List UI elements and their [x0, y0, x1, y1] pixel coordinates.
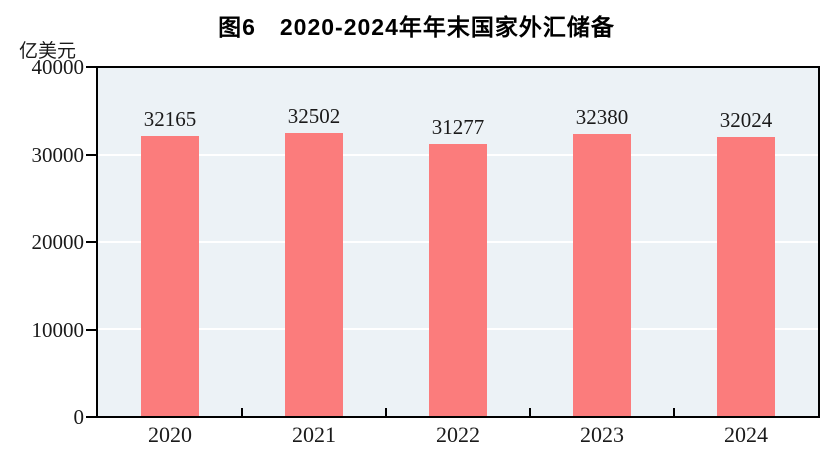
y-axis-label-10000: 10000 [31, 317, 85, 342]
y-axis-tick-40000 [86, 66, 96, 68]
y-axis-tick-20000 [86, 241, 96, 243]
bar-2022 [429, 143, 487, 416]
x-axis-label-2022: 2022 [436, 422, 480, 447]
y-axis-label-40000: 40000 [31, 55, 85, 79]
plot-area: 32165 32502 31277 32380 32024 [96, 66, 820, 418]
y-axis-tick-0 [86, 416, 96, 418]
x-axis-tick [385, 408, 387, 416]
bar-2024 [717, 137, 775, 416]
y-axis-label-0: 0 [73, 405, 85, 429]
x-axis-label-2021: 2021 [292, 422, 336, 447]
x-axis-label-2024: 2024 [724, 422, 768, 447]
y-axis-label-20000: 20000 [31, 230, 85, 254]
x-axis-tick [673, 408, 675, 416]
y-axis-unit-label: 亿美元 [19, 41, 77, 62]
y-axis-tick-30000 [86, 153, 96, 156]
y-axis-tick-10000 [86, 328, 96, 331]
x-axis-tick [241, 408, 243, 416]
bar-value-label-2023: 32380 [575, 105, 629, 130]
bar-2020 [141, 136, 199, 416]
x-axis-label-2020: 2020 [148, 422, 192, 447]
bar-value-label-2020: 32165 [143, 107, 197, 132]
bar-2021 [285, 133, 343, 416]
chart-title: 图6 2020-2024年年末国家外汇储备 [218, 14, 615, 40]
x-axis-label-2023: 2023 [580, 422, 624, 447]
y-axis-label-30000: 30000 [31, 142, 85, 167]
bar-value-label-2022: 31277 [431, 114, 485, 139]
bar-value-label-2021: 32502 [287, 104, 341, 129]
bar-value-label-2024: 32024 [719, 108, 773, 133]
x-axis-tick [529, 408, 531, 416]
bar-2023 [573, 134, 631, 416]
